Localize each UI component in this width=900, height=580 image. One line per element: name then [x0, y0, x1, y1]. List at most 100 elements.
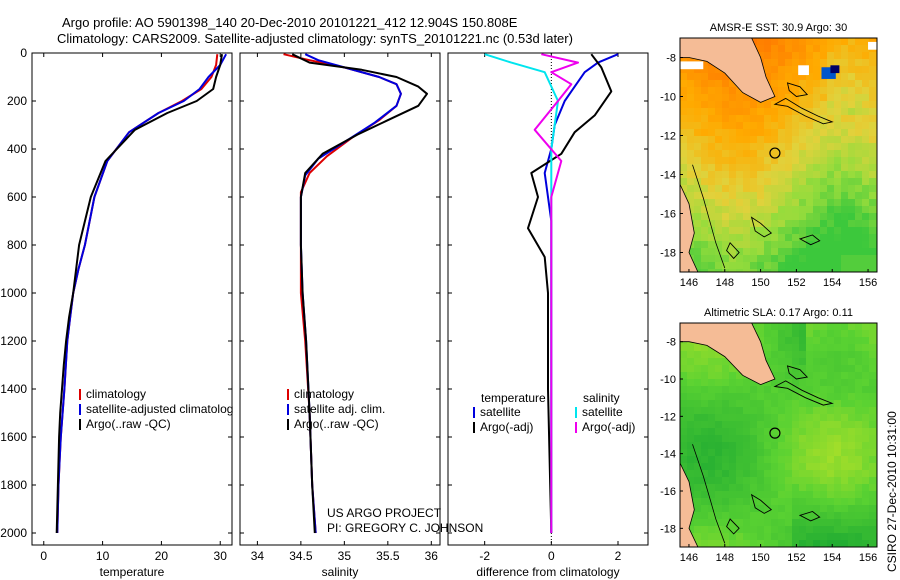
map-cell — [687, 66, 695, 74]
map-cell — [806, 52, 814, 60]
map-cell — [855, 143, 863, 151]
map-cell — [736, 115, 744, 123]
map-cell — [799, 400, 807, 408]
map-x-tick-label: 146 — [680, 552, 698, 564]
map-cell — [729, 484, 737, 492]
y-tick-label: 800 — [7, 238, 27, 252]
map-cell — [680, 456, 688, 464]
map-cell — [841, 80, 849, 88]
map-cell — [708, 101, 716, 109]
map-cell — [799, 379, 807, 387]
map-cell — [820, 206, 828, 214]
map-cell — [785, 269, 793, 272]
map-cell — [722, 129, 730, 137]
map-cell — [764, 491, 772, 499]
map-cell — [771, 241, 779, 249]
map-cell — [736, 143, 744, 151]
map-cell — [701, 192, 709, 200]
map-cell — [771, 206, 779, 214]
map-cell — [785, 178, 793, 186]
shelf-contour — [692, 164, 726, 269]
map-cell — [799, 470, 807, 478]
map-cell — [813, 428, 821, 436]
map-cell — [869, 505, 877, 513]
map-cell — [757, 470, 765, 478]
map-cell — [771, 540, 779, 547]
map-cell — [694, 484, 702, 492]
map-cell — [729, 477, 737, 485]
map-cell — [799, 185, 807, 193]
map-cell — [708, 533, 716, 541]
map-cell — [792, 372, 800, 380]
map-cell — [778, 122, 786, 130]
map-cell — [813, 122, 821, 130]
map-cell — [771, 428, 779, 436]
map-cell — [729, 414, 737, 422]
map-cell — [799, 255, 807, 263]
map-cell — [680, 435, 688, 443]
map-cell — [792, 512, 800, 520]
map-cell — [848, 38, 856, 46]
map-cell — [701, 512, 709, 520]
map-cell — [743, 157, 751, 165]
map-cell — [862, 136, 870, 144]
map-cell — [694, 428, 702, 436]
map-cell — [722, 414, 730, 422]
map-cell — [729, 442, 737, 450]
map-cell — [792, 337, 800, 345]
map-x-tick-label: 146 — [680, 277, 698, 289]
map-cell — [855, 337, 863, 345]
map-cell — [806, 80, 814, 88]
map-cell — [778, 87, 786, 95]
map-cell — [771, 470, 779, 478]
map-cell — [855, 241, 863, 249]
map-cell — [841, 185, 849, 193]
map-cell — [757, 498, 765, 506]
map-cell — [729, 220, 737, 228]
map-cell — [694, 463, 702, 471]
map-cell — [764, 330, 772, 338]
map-cell — [757, 164, 765, 172]
map-cell — [701, 136, 709, 144]
map-cell — [757, 213, 765, 221]
map-cell — [834, 540, 842, 547]
map-cell — [743, 255, 751, 263]
map-cell — [792, 38, 800, 46]
map-cell — [743, 435, 751, 443]
map-cell — [722, 393, 730, 401]
map-cell — [687, 393, 695, 401]
map-cell — [694, 108, 702, 116]
series-line-1 — [299, 53, 402, 534]
map-cell — [785, 456, 793, 464]
map-cell — [715, 178, 723, 186]
map-cell — [757, 449, 765, 457]
map-cell — [785, 540, 793, 547]
map-cell — [792, 533, 800, 541]
map-cell — [806, 150, 814, 158]
map-cell — [869, 421, 877, 429]
map-cell — [848, 337, 856, 345]
map-cell — [792, 435, 800, 443]
map-cell — [799, 330, 807, 338]
map-cell — [869, 526, 877, 534]
map-cell — [862, 255, 870, 263]
reef-outline — [798, 234, 821, 246]
map-cell — [799, 498, 807, 506]
map-cell — [743, 449, 751, 457]
map-cell — [792, 164, 800, 172]
map-cell — [757, 505, 765, 513]
map-cell — [820, 241, 828, 249]
map-cell — [792, 386, 800, 394]
map-cell — [855, 491, 863, 499]
map-cell — [827, 491, 835, 499]
map-cell — [806, 414, 814, 422]
map-cell — [869, 491, 877, 499]
map-cell — [848, 400, 856, 408]
map-cell — [778, 386, 786, 394]
map-cell — [701, 262, 709, 270]
map-cell — [694, 414, 702, 422]
map-cell — [834, 470, 842, 478]
map-cell — [771, 248, 779, 256]
map-cell — [771, 73, 779, 81]
map-cell — [722, 101, 730, 109]
